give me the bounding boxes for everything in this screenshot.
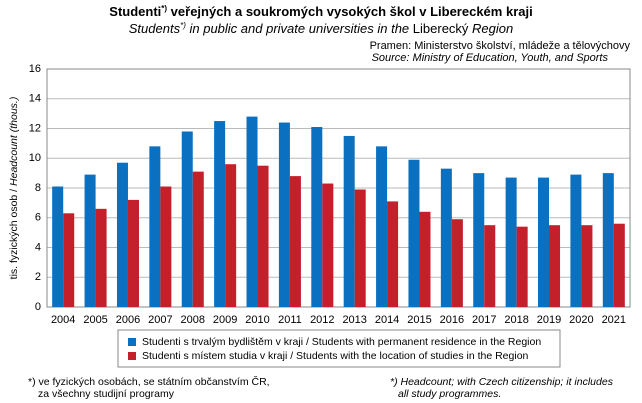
bar (149, 146, 161, 307)
x-tick-label: 2004 (51, 314, 75, 326)
bar (451, 219, 463, 307)
bar (549, 225, 561, 307)
legend-swatch (128, 352, 136, 360)
bar (214, 121, 226, 307)
bar (354, 189, 366, 307)
title-part: veřejných a soukromých vysokých škol v L… (167, 4, 533, 19)
subtitle-part: Region (468, 21, 513, 36)
title-sup: *) (161, 4, 167, 13)
bar (440, 168, 452, 307)
subtitle-part: in public and private universities in th… (186, 21, 413, 36)
footnote: all study programmes. (398, 388, 501, 400)
bar (581, 225, 593, 307)
bar (289, 176, 301, 307)
x-tick-label: 2009 (213, 314, 237, 326)
legend-swatch (128, 338, 136, 346)
bar (570, 174, 582, 307)
source: Source: Ministry of Education, Youth, an… (372, 52, 609, 64)
subtitle-sup: *) (180, 21, 186, 30)
y-axis-label: tis. fyzických osob / Headcount (thous.) (8, 97, 20, 280)
y-tick-label: 4 (35, 241, 41, 253)
x-tick-label: 2005 (83, 314, 107, 326)
bar (484, 225, 496, 307)
bar (160, 186, 172, 307)
y-tick-label: 12 (29, 122, 41, 134)
bar (516, 226, 528, 307)
bar (376, 146, 388, 307)
y-label-part: Headcount (thous.) (8, 97, 20, 186)
x-tick-label: 2020 (569, 314, 593, 326)
x-tick-label: 2018 (504, 314, 528, 326)
bar (116, 162, 128, 307)
bar (322, 183, 334, 307)
bar (225, 164, 237, 307)
x-tick-label: 2006 (116, 314, 140, 326)
chart-title: Studenti*) veřejných a soukromých vysoký… (109, 4, 532, 19)
bar (538, 177, 550, 307)
y-tick-label: 6 (35, 212, 41, 224)
subtitle-part: Students (129, 21, 181, 36)
bar (419, 211, 431, 307)
bar (246, 116, 258, 307)
y-tick-label: 10 (29, 152, 41, 164)
y-label-part: tis. fyzických osob / (8, 186, 20, 279)
y-tick-label: 16 (29, 63, 41, 75)
x-tick-label: 2008 (181, 314, 205, 326)
bar (52, 186, 64, 307)
y-tick-label: 2 (35, 271, 41, 283)
footnote: *) Headcount; with Czech citizenship; it… (390, 376, 614, 388)
legend-box (117, 329, 561, 368)
bar (387, 201, 399, 307)
footnote: *) ve fyzických osobách, se státním obča… (28, 375, 270, 388)
bar (127, 199, 139, 307)
bar (505, 177, 517, 307)
bar (63, 213, 75, 307)
bar (95, 208, 107, 307)
x-tick-label: 2010 (245, 314, 269, 326)
bar (602, 173, 614, 307)
bar (343, 135, 355, 307)
x-tick-label: 2019 (537, 314, 561, 326)
plot-border (46, 68, 631, 308)
bar (408, 159, 420, 307)
x-tick-label: 2007 (148, 314, 172, 326)
bar (311, 127, 323, 307)
x-tick-label: 2013 (342, 314, 366, 326)
bar (181, 131, 193, 307)
x-tick-label: 2012 (310, 314, 334, 326)
bar (473, 173, 485, 307)
legend-label: Studenti s místem studia v kraji / Stude… (142, 350, 529, 362)
legend-label: Studenti s trvalým bydlištěm v kraji / S… (142, 336, 541, 348)
y-tick-label: 0 (35, 301, 41, 313)
y-tick-label: 8 (35, 182, 41, 194)
footnote: za všechny studijní programy (38, 388, 175, 400)
source: Pramen: Ministerstvo školství, mládeže a… (370, 40, 631, 52)
bar (84, 174, 96, 307)
bar (257, 165, 269, 307)
chart-subtitle: Students*) in public and private univers… (129, 21, 513, 36)
x-tick-label: 2017 (472, 314, 496, 326)
x-tick-label: 2015 (407, 314, 431, 326)
x-tick-label: 2014 (375, 314, 399, 326)
x-tick-label: 2021 (602, 314, 626, 326)
title-part: Studenti (109, 4, 161, 19)
bar (278, 122, 290, 307)
subtitle-part: Liberecký (413, 21, 469, 36)
x-tick-label: 2011 (278, 314, 302, 326)
bar (613, 223, 625, 307)
y-tick-label: 14 (29, 93, 41, 105)
x-tick-label: 2016 (440, 314, 464, 326)
bar (192, 171, 204, 307)
